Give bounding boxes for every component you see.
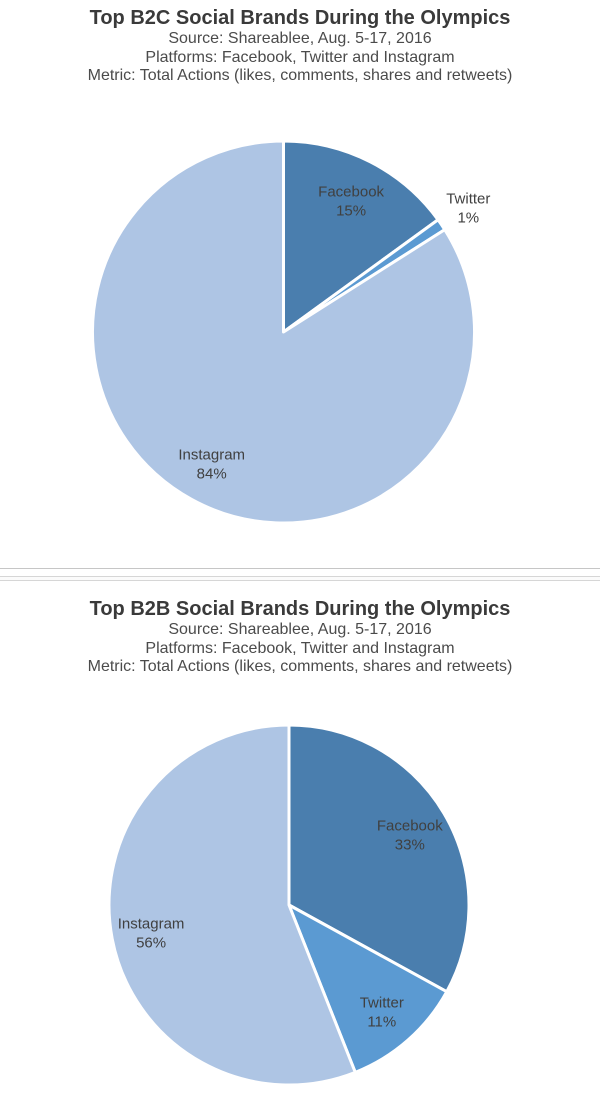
pie-label-twitter: Twitter 1% <box>446 190 490 226</box>
b2c-metric-line: Metric: Total Actions (likes, comments, … <box>87 67 513 84</box>
b2c-pie-chart: Facebook 15% Twitter 1% Instagram 84% <box>91 139 490 525</box>
pie-slice-instagram <box>107 723 357 1087</box>
b2b-pie-chart: Facebook 33% Twitter 11% Instagram 56% <box>107 723 471 1087</box>
pie-label-facebook: Facebook 33% <box>377 818 443 854</box>
b2c-chart-title: Top B2C Social Brands During the Olympic… <box>89 7 511 29</box>
b2b-chart-title: Top B2B Social Brands During the Olympic… <box>89 598 511 620</box>
b2b-chart-header: Top B2B Social Brands During the Olympic… <box>0 598 600 677</box>
pie-label-instagram: Instagram 56% <box>118 915 185 951</box>
pie-slice-facebook <box>282 139 440 334</box>
b2b-platforms-line: Platforms: Facebook, Twitter and Instagr… <box>145 639 455 657</box>
section-divider-groove <box>0 576 600 581</box>
pie-slice-instagram <box>91 139 476 525</box>
section-divider-line <box>0 568 600 569</box>
b2b-metric-line: Metric: Total Actions (likes, comments, … <box>87 658 513 675</box>
pie-slice-facebook <box>287 723 471 994</box>
b2c-platforms-line: Platforms: Facebook, Twitter and Instagr… <box>145 48 455 66</box>
pie-slice-twitter <box>287 903 449 1074</box>
pie-label-instagram: Instagram 84% <box>178 447 245 483</box>
b2c-chart-header: Top B2C Social Brands During the Olympic… <box>0 7 600 86</box>
b2c-source-line: Source: Shareablee, Aug. 5-17, 2016 <box>168 30 432 47</box>
pie-label-twitter: Twitter 11% <box>360 994 404 1030</box>
b2b-source-line: Source: Shareablee, Aug. 5-17, 2016 <box>168 621 432 638</box>
pie-label-facebook: Facebook 15% <box>318 183 384 219</box>
